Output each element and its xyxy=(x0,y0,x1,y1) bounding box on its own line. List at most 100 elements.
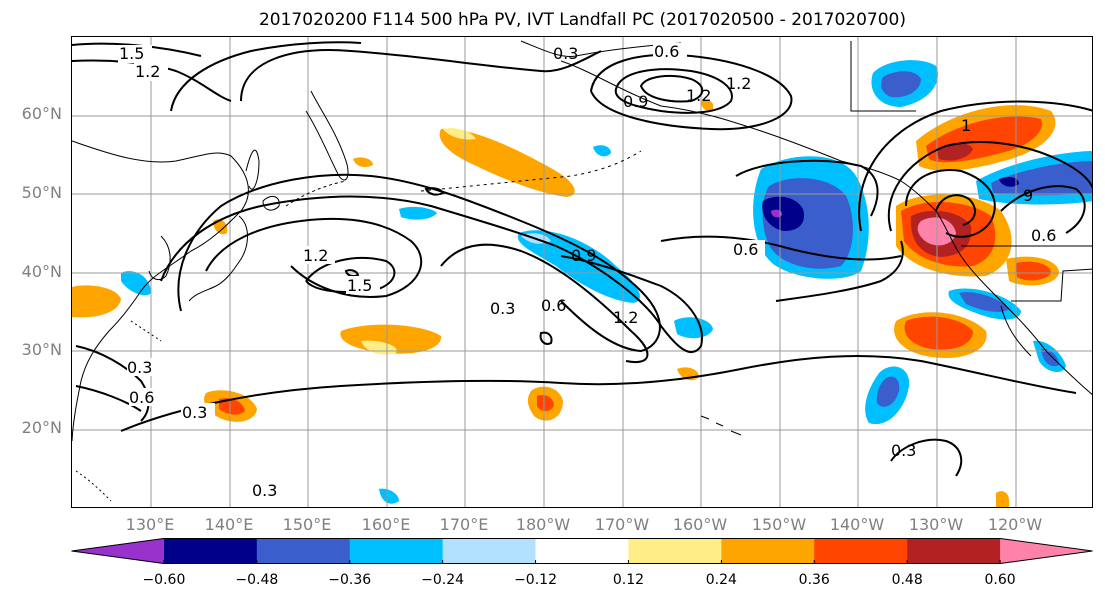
lon-label-170e: 170°E xyxy=(439,515,489,534)
colorbar-tick-label: 0.24 xyxy=(705,572,737,588)
pv-contour-jet-12 xyxy=(205,217,423,298)
colorbar-swatch xyxy=(907,538,1001,564)
neg-blob-alaska-inner xyxy=(881,71,921,98)
pv-contour-jet-outer xyxy=(160,195,703,353)
contour-label-c06-w: 0.6 xyxy=(129,388,154,407)
pv-contour-gulf xyxy=(735,159,879,217)
neg-blob-canada-core xyxy=(999,176,1019,187)
lon-label-150e: 150°E xyxy=(282,515,332,534)
label-bg xyxy=(731,240,765,258)
colorbar-tick-label: −0.48 xyxy=(235,572,279,588)
border-mexico xyxy=(1011,268,1092,302)
label-bg xyxy=(489,299,523,317)
pos-blob-wp-south-red xyxy=(219,398,245,415)
pv-contour-ne-swirl3 xyxy=(887,140,1092,232)
contour-label-c1-e: 1 xyxy=(961,116,971,135)
lat-label-40n: 40°N xyxy=(21,262,62,281)
pv-contour-tiny-loop xyxy=(424,187,445,196)
colorbar-tick-label: −0.12 xyxy=(514,572,557,588)
lon-label-120w: 120°W xyxy=(987,515,1043,534)
contour-label-c09-ne: 0.9 xyxy=(623,92,648,111)
border-alaska xyxy=(850,41,916,112)
lon-label-160e: 160°E xyxy=(361,515,411,534)
coast-baja xyxy=(1000,305,1032,357)
neg-band-central xyxy=(517,230,640,303)
contour-label-c09-e: 9 xyxy=(1023,186,1033,205)
neg-blob-mexico-inner xyxy=(1041,348,1059,367)
contour-label-c06-e2: 0.6 xyxy=(1031,226,1056,245)
pv-contour-ne-swirl2 xyxy=(935,194,976,226)
contour-label-c12-nw: 1.2 xyxy=(135,62,160,81)
colorbar xyxy=(71,538,1093,564)
pv-contour-west-03 xyxy=(75,345,150,422)
neg-blob-bering xyxy=(593,145,611,157)
coast-asia xyxy=(72,140,249,442)
colorbar-tick-label: −0.24 xyxy=(421,572,465,588)
coast-kamchatka xyxy=(305,90,349,181)
contour-label-c06-n: 0.6 xyxy=(654,42,679,61)
pv-contour-tiny-loop2 xyxy=(344,269,360,277)
pv-contour-n-core xyxy=(639,74,704,103)
neg-blob-japan-west xyxy=(121,271,151,296)
contour-label-c03-mid: 0.3 xyxy=(490,299,515,318)
coast-nw-america xyxy=(935,210,1092,395)
contour-label-c12-jet: 1.2 xyxy=(303,246,328,265)
pos-blob-alaska-sm xyxy=(701,99,714,111)
lat-label-60n: 60°N xyxy=(21,104,62,123)
contour-label-c06-mid: 0.6 xyxy=(541,296,566,315)
label-bg xyxy=(301,246,335,264)
pv-contour-ne-swirl1 xyxy=(905,169,996,238)
lon-label-140w: 140°W xyxy=(829,515,885,534)
pv-contour-ne-e1 xyxy=(1000,185,1086,234)
pv-contour-west-06 xyxy=(75,385,142,412)
contour-label-c06-east: 0.6 xyxy=(733,240,758,259)
contour-label-c12-mid: 1.2 xyxy=(613,308,638,327)
colorbar-swatch xyxy=(628,538,722,564)
contour-label-c03-se: 0.3 xyxy=(891,441,916,460)
pv-contour-east-06 xyxy=(660,235,902,261)
contour-label-c12-n2: 1.2 xyxy=(686,86,711,105)
colorbar-tick-label: −0.60 xyxy=(142,572,186,588)
pv-contour-jet-big xyxy=(177,173,661,353)
label-bg xyxy=(118,45,152,63)
colorbar-swatch xyxy=(349,538,444,564)
pos-blob-pacific-east-red xyxy=(904,316,973,350)
colorbar-swatch xyxy=(442,538,537,564)
pv-contour-nw-12 xyxy=(72,59,232,102)
neg-blob-central-small xyxy=(674,317,713,339)
pv-contour-e-03 xyxy=(775,240,904,302)
lat-label-20n: 20°N xyxy=(21,418,62,437)
neg-blob-sw-us-inner xyxy=(959,292,1009,312)
pv-contour-ne-big xyxy=(858,100,1092,232)
lon-label-170w: 170°W xyxy=(594,515,650,534)
lon-label-160w: 160°W xyxy=(672,515,728,534)
pv-contour-north-arc xyxy=(240,49,602,102)
colorbar-tick-label: 0.48 xyxy=(891,572,923,588)
colorbar-svg xyxy=(71,538,1093,564)
neg-blob-subtropic-inner xyxy=(876,376,900,407)
pos-blob-far-west xyxy=(72,285,121,318)
neg-blob-kuroshio xyxy=(399,206,437,220)
coast-hokkaido xyxy=(262,195,280,211)
label-bg xyxy=(134,63,168,81)
coastlines xyxy=(72,40,1092,502)
pos-blob-calif-inner xyxy=(1016,261,1051,281)
contour-label-c15-jet: 1.5 xyxy=(347,276,372,295)
lon-label-180w: 180°W xyxy=(515,515,571,534)
neg-blob-gulf-core xyxy=(762,196,805,231)
lon-label-140e: 140°E xyxy=(204,515,254,534)
coast-alaska-north xyxy=(520,40,682,58)
lat-label-30n: 30°N xyxy=(21,340,62,359)
colorbar-swatch xyxy=(1000,538,1093,564)
neg-blob-gulf-spot xyxy=(771,209,783,218)
pos-blob-dateline-red xyxy=(537,395,554,412)
colorbar-tick-label: 0.36 xyxy=(798,572,830,588)
label-bg xyxy=(127,358,157,376)
contour-label-c03-n: 0.3 xyxy=(553,44,578,63)
lon-label-130e: 130°E xyxy=(125,515,175,534)
colorbar-swatch xyxy=(814,538,908,564)
pos-blob-bc-core xyxy=(936,143,973,161)
pos-blob-south-east xyxy=(996,491,1009,507)
micronesia-dots xyxy=(75,320,162,502)
label-bg xyxy=(251,481,285,499)
